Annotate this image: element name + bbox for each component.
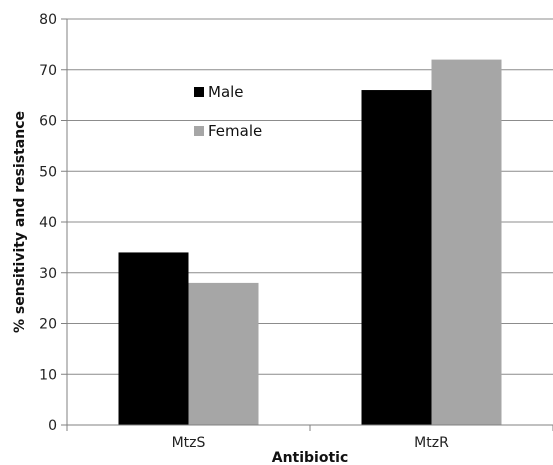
x-category-labels: MtzS MtzR xyxy=(172,435,449,451)
x-category-label: MtzS xyxy=(172,435,206,451)
y-tick-label: 80 xyxy=(39,12,57,28)
y-tick-label: 30 xyxy=(39,266,57,282)
y-tick-label: 50 xyxy=(39,164,57,180)
y-tick-label: 40 xyxy=(39,215,57,231)
legend-label-male: Male xyxy=(208,83,244,101)
bar-male-mtzs xyxy=(118,252,189,425)
y-tick-label: 10 xyxy=(39,367,57,383)
bars xyxy=(118,59,502,426)
bar-female-mtzr xyxy=(431,59,502,425)
axes xyxy=(61,18,553,431)
legend-label-female: Female xyxy=(208,122,262,140)
bar-male-mtzr xyxy=(361,90,432,426)
y-axis-title: % sensitivity and resistance xyxy=(12,111,28,333)
y-tick-label: 70 xyxy=(39,63,57,79)
y-tick-label: 20 xyxy=(39,317,57,333)
y-tick-label: 0 xyxy=(48,418,57,434)
legend: Male Female xyxy=(194,83,262,140)
x-axis-title: Antibiotic xyxy=(272,450,349,465)
legend-swatch-female xyxy=(194,126,204,136)
y-tick-labels: 0 10 20 30 40 50 60 70 80 xyxy=(39,12,57,434)
y-tick-label: 60 xyxy=(39,114,57,130)
x-category-label: MtzR xyxy=(414,435,449,451)
bar-female-mtzs xyxy=(188,282,259,425)
legend-swatch-male xyxy=(194,87,204,97)
